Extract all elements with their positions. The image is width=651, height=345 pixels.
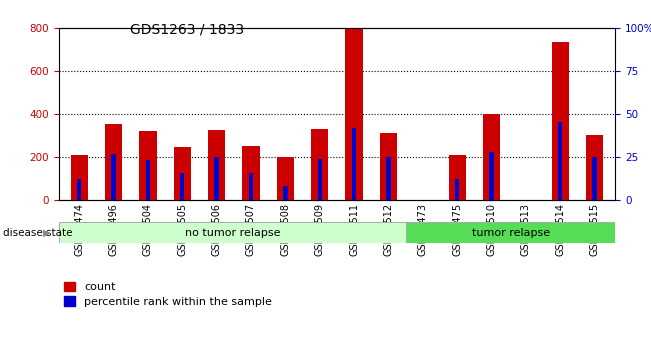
Bar [483,114,500,200]
Text: GDS1263 / 1833: GDS1263 / 1833 [130,22,244,37]
Bar [551,42,569,200]
Bar [283,186,288,200]
Bar [111,154,116,200]
Bar [352,128,356,200]
Text: disease state: disease state [3,228,73,237]
Bar [277,157,294,200]
Bar [490,152,493,200]
Bar [311,129,328,200]
Bar [242,146,260,200]
Legend: count, percentile rank within the sample: count, percentile rank within the sample [64,282,272,307]
Bar [249,172,253,200]
Bar [318,159,322,200]
Bar [586,136,603,200]
Bar [77,179,81,200]
Bar [592,157,597,200]
Bar [70,155,88,200]
Text: no tumor relapse: no tumor relapse [185,228,281,237]
Bar [180,172,184,200]
Bar [208,130,225,200]
Bar [449,155,465,200]
Bar [380,133,397,200]
Bar [214,157,219,200]
Bar [346,29,363,200]
Text: ▶: ▶ [43,228,51,237]
Bar [105,124,122,200]
Text: tumor relapse: tumor relapse [472,228,550,237]
Bar [406,222,615,243]
Bar [174,147,191,200]
Bar [455,179,460,200]
Bar [146,160,150,200]
Bar [59,222,406,243]
Bar [386,157,391,200]
Bar [558,122,562,200]
Bar [139,131,156,200]
